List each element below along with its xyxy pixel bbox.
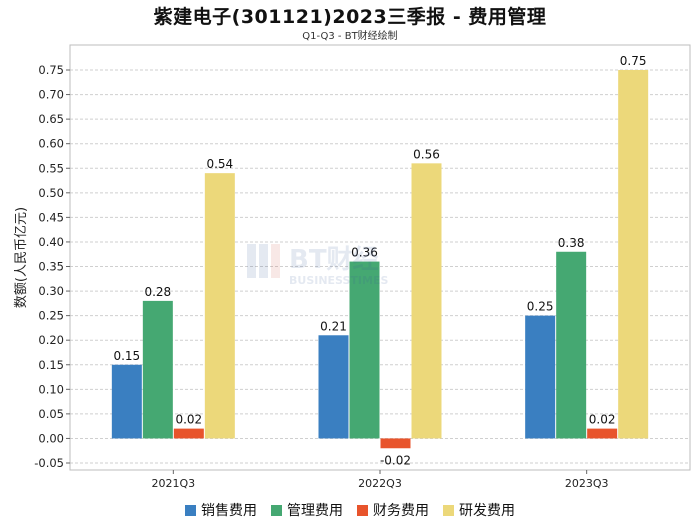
bar-2021Q3-销售费用 [111, 364, 142, 439]
legend: 销售费用 管理费用 财务费用 研发费用 [0, 500, 700, 520]
data-label: 0.28 [144, 285, 171, 299]
data-label: 0.36 [351, 246, 378, 260]
bar-2023Q3-销售费用 [525, 315, 556, 439]
legend-swatch [357, 504, 368, 516]
y-tick-label: 0.60 [38, 137, 64, 151]
legend-item: 研发费用 [443, 500, 515, 520]
y-axis-label: 数额(人民币亿元) [14, 207, 29, 308]
data-label: 0.25 [527, 300, 554, 314]
x-tick-label: 2022Q3 [358, 477, 402, 490]
y-tick-label: 0.70 [38, 88, 64, 102]
y-tick-label: 0.35 [38, 260, 64, 274]
bar-2023Q3-财务费用 [587, 428, 618, 439]
bar-2022Q3-销售费用 [318, 335, 349, 439]
y-tick-label: 0.05 [38, 407, 64, 421]
data-label: 0.15 [113, 349, 140, 363]
y-tick-label: 0.65 [38, 112, 64, 126]
y-tick-label: 0.55 [38, 161, 64, 175]
data-label: 0.38 [558, 236, 585, 250]
legend-swatch [443, 504, 454, 516]
bar-2023Q3-研发费用 [618, 70, 649, 439]
y-tick-label: 0.20 [38, 333, 64, 347]
legend-swatch [271, 504, 282, 516]
y-tick-label: 0.15 [38, 358, 64, 372]
y-tick-label: 0.25 [38, 309, 64, 323]
y-tick-label: 0.75 [38, 63, 64, 77]
data-label: 0.02 [175, 413, 202, 427]
bar-2021Q3-财务费用 [173, 428, 204, 439]
y-tick-label: 0.10 [38, 382, 64, 396]
x-tick-label: 2023Q3 [565, 477, 609, 490]
y-tick-label: 0.50 [38, 186, 64, 200]
legend-label: 财务费用 [373, 503, 429, 519]
data-label: 0.56 [413, 147, 440, 161]
bar-2021Q3-管理费用 [142, 300, 173, 439]
data-label: 0.75 [620, 54, 647, 68]
chart-subtitle: Q1-Q3 - BT财经绘制 [302, 31, 398, 42]
x-tick-label: 2021Q3 [152, 477, 196, 490]
legend-label: 研发费用 [459, 503, 515, 519]
y-tick-label: 0.00 [38, 431, 64, 445]
data-label: -0.02 [380, 453, 411, 467]
y-tick-label: 0.45 [38, 210, 64, 224]
legend-label: 销售费用 [201, 503, 257, 519]
y-tick-label: 0.40 [38, 235, 64, 249]
bar-2021Q3-研发费用 [204, 173, 235, 439]
bar-2022Q3-财务费用 [380, 438, 411, 449]
legend-label: 管理费用 [287, 503, 343, 519]
legend-item: 销售费用 [185, 500, 257, 520]
legend-item: 管理费用 [271, 500, 343, 520]
y-tick-label: 0.30 [38, 284, 64, 298]
data-label: 0.21 [320, 319, 347, 333]
data-label: 0.54 [206, 157, 233, 171]
y-tick-label: -0.05 [34, 456, 64, 470]
legend-item: 财务费用 [357, 500, 429, 520]
chart-title: 紫建电子(301121)2023三季报 - 费用管理 [153, 6, 547, 28]
legend-swatch [185, 504, 196, 516]
plot-area: 0.15 0.28 0.02 0.54 0.21 0.36 -0.02 0.56 0.25 0.3… [14, 44, 691, 490]
bar-2022Q3-研发费用 [411, 163, 442, 439]
bar-2022Q3-管理费用 [349, 261, 380, 439]
data-label: 0.02 [589, 413, 616, 427]
bar-2023Q3-管理费用 [556, 251, 587, 439]
